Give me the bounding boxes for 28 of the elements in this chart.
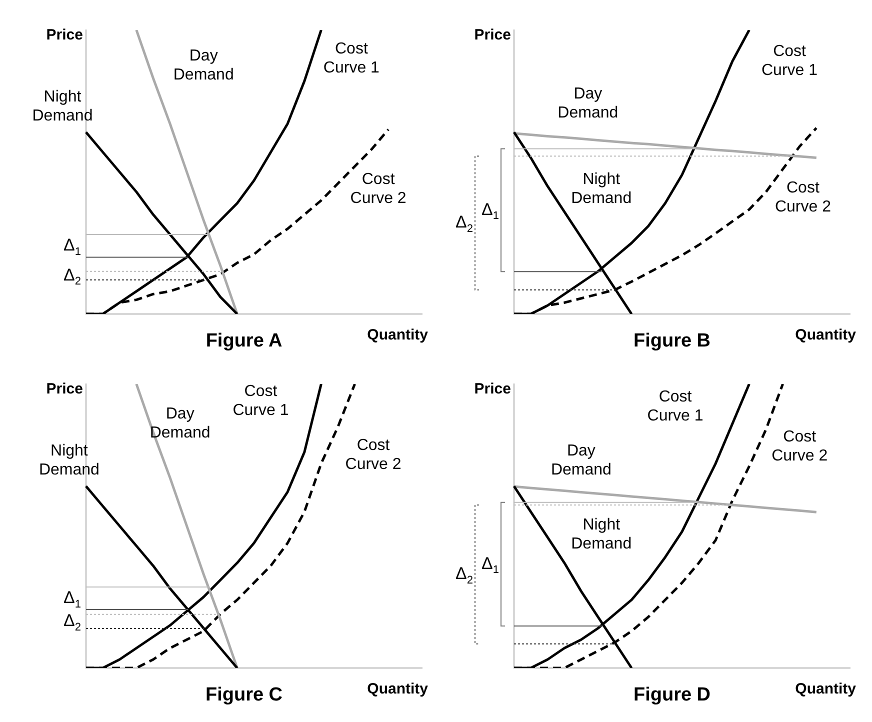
- x-axis-title: Quantity: [367, 326, 429, 344]
- series-label: Day Demand: [173, 47, 234, 84]
- series-label: Day Demand: [150, 406, 210, 442]
- series-label: Cost Curve 1: [323, 40, 380, 76]
- series-label: Cost Curve 2: [350, 170, 406, 207]
- series-label: Night Demand: [32, 88, 93, 125]
- series-label: Night Demand: [571, 170, 632, 207]
- series-label: Cost Curve 1: [647, 388, 704, 425]
- series-label: Day Demand: [550, 442, 612, 479]
- x-axis-title: Quantity: [367, 680, 429, 698]
- y-axis-title: Price: [474, 380, 511, 398]
- x-axis-title: Quantity: [795, 326, 857, 344]
- series-label: Night Demand: [38, 442, 100, 479]
- series-label: Cost Curve 1: [232, 382, 289, 419]
- text: Figure B: [633, 330, 711, 352]
- y-axis-title: Price: [46, 26, 83, 44]
- text: Figure A: [206, 330, 282, 352]
- y-axis-title: Price: [474, 26, 511, 44]
- text: Figure D: [633, 684, 711, 706]
- series-label: Night Demand: [571, 516, 632, 552]
- series-label: Day Demand: [558, 86, 618, 122]
- series-label: Cost Curve 2: [772, 428, 828, 464]
- text: Figure C: [205, 684, 283, 706]
- x-axis-title: Quantity: [795, 680, 857, 698]
- y-axis-title: Price: [46, 380, 83, 398]
- series-label: Cost Curve 2: [345, 436, 402, 473]
- series-label: Cost Curve 1: [762, 43, 818, 80]
- series-label: Cost Curve 2: [774, 179, 832, 216]
